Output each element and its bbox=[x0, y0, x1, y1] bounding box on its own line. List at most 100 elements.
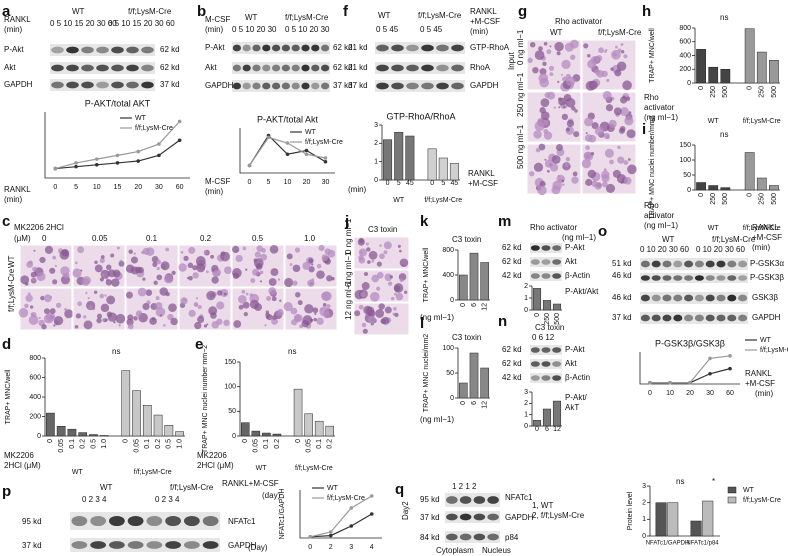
label: Rho bbox=[644, 93, 659, 102]
cell bbox=[565, 156, 571, 162]
cell bbox=[309, 318, 314, 323]
x-tick-label: 0.2 bbox=[274, 439, 281, 449]
panel-letter: o bbox=[598, 223, 607, 240]
cell bbox=[562, 183, 565, 186]
label: Akt bbox=[4, 63, 16, 72]
cell bbox=[155, 302, 163, 310]
chart-title: GTP-RhoA/RhoA bbox=[386, 111, 455, 121]
bar bbox=[744, 28, 755, 84]
cell bbox=[376, 286, 381, 291]
cell bbox=[252, 268, 259, 276]
y-tick-label: 2 bbox=[524, 400, 528, 407]
cell bbox=[20, 275, 30, 285]
band bbox=[271, 64, 281, 72]
cell bbox=[321, 254, 329, 261]
group-label: f/f;LysM-Cre bbox=[743, 225, 781, 232]
label: Akt bbox=[205, 63, 217, 72]
band bbox=[81, 46, 94, 54]
cell bbox=[543, 131, 553, 140]
cell bbox=[318, 244, 325, 252]
bar bbox=[696, 182, 706, 191]
x-tick-label: 0 bbox=[746, 86, 753, 90]
cell bbox=[83, 320, 93, 330]
x-tick-label: 500 bbox=[554, 313, 561, 325]
x-tick-label: 10 bbox=[666, 390, 674, 397]
band bbox=[651, 314, 661, 322]
bar bbox=[696, 49, 706, 84]
cell bbox=[276, 308, 284, 316]
label: f/f;LysM-Cre bbox=[712, 235, 756, 244]
bar bbox=[121, 370, 131, 437]
cell bbox=[365, 306, 375, 316]
label: (min) bbox=[4, 195, 23, 204]
bar bbox=[690, 520, 702, 537]
cell bbox=[197, 304, 202, 310]
x-tick-label: 0.05 bbox=[133, 439, 140, 453]
point bbox=[285, 141, 290, 145]
band bbox=[96, 64, 109, 72]
band bbox=[111, 64, 124, 72]
x-tick-label: 0.05 bbox=[253, 439, 260, 453]
blot bbox=[70, 538, 220, 552]
cell bbox=[311, 263, 314, 266]
cell bbox=[590, 152, 595, 156]
band bbox=[406, 82, 419, 90]
y-tick-label: 0 bbox=[687, 187, 691, 194]
x-tick-label: 6 bbox=[471, 303, 478, 307]
cell bbox=[118, 324, 121, 327]
band bbox=[673, 314, 683, 322]
band bbox=[640, 314, 650, 322]
cell bbox=[393, 307, 397, 311]
bar bbox=[769, 60, 779, 84]
cell bbox=[159, 287, 169, 296]
cell bbox=[265, 312, 271, 318]
point bbox=[177, 119, 182, 124]
band bbox=[716, 260, 726, 268]
bar bbox=[427, 148, 437, 181]
cell bbox=[545, 119, 549, 124]
cell bbox=[220, 251, 230, 262]
point bbox=[136, 159, 141, 163]
cell bbox=[367, 260, 371, 264]
x-tick-label: 6 bbox=[471, 401, 478, 405]
x-tick-label: 30 bbox=[322, 179, 330, 186]
cell bbox=[608, 119, 617, 128]
cell bbox=[118, 260, 125, 267]
cell bbox=[570, 54, 576, 60]
cell bbox=[277, 278, 281, 281]
label: (ng ml−1) bbox=[562, 233, 596, 242]
y-label: TRAP+ MNC/well bbox=[5, 369, 12, 424]
band bbox=[127, 541, 144, 549]
cell bbox=[39, 256, 46, 264]
bar bbox=[262, 432, 271, 437]
y-tick-label: 2 bbox=[374, 140, 378, 147]
panel-letter: p bbox=[2, 483, 11, 500]
point bbox=[369, 494, 374, 498]
cell bbox=[602, 90, 612, 100]
cell bbox=[224, 266, 232, 275]
cell bbox=[152, 262, 158, 268]
label: M-CSF bbox=[205, 15, 230, 24]
cell bbox=[153, 280, 158, 285]
panel-letter: i bbox=[642, 121, 646, 138]
point bbox=[74, 164, 78, 169]
point bbox=[328, 530, 333, 534]
label: Akt bbox=[565, 257, 577, 266]
label: MK2206 bbox=[197, 451, 227, 460]
cell bbox=[603, 168, 607, 172]
label: NFATc1 bbox=[228, 517, 256, 526]
group-label: f/f;LysM-Cre bbox=[743, 118, 781, 125]
band bbox=[320, 44, 330, 52]
cell bbox=[52, 255, 57, 260]
cell bbox=[574, 109, 578, 113]
cell bbox=[539, 180, 546, 188]
band bbox=[66, 46, 79, 54]
band bbox=[165, 515, 181, 527]
band bbox=[320, 64, 330, 72]
band bbox=[651, 260, 661, 268]
series-line bbox=[310, 513, 373, 538]
y-label: NFATc1/GAPDH bbox=[279, 489, 286, 540]
panel-letter: a bbox=[2, 3, 11, 20]
x-tick-label: 20 bbox=[303, 179, 311, 186]
label: (ng ml−1) bbox=[420, 415, 454, 424]
